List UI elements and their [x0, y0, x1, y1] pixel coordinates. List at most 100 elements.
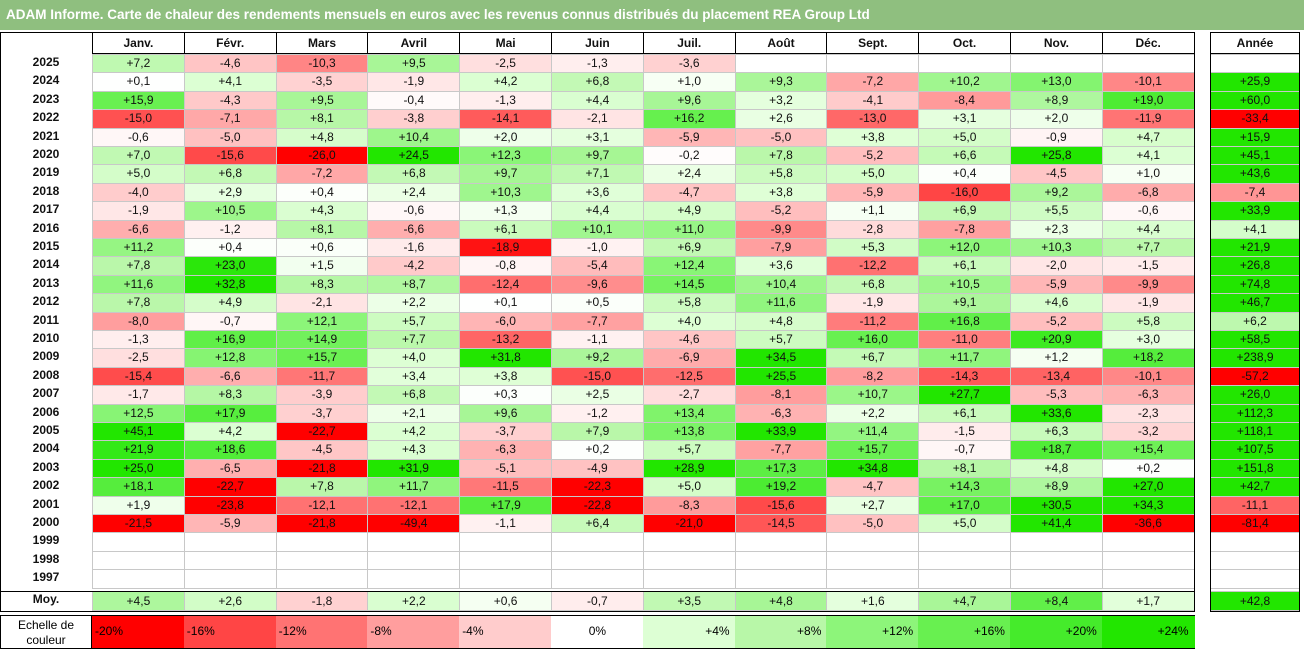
heatmap-cell: +1,9: [92, 495, 185, 515]
heatmap-cell: -21,0: [642, 514, 736, 534]
year-label: 2005: [32, 423, 60, 437]
heatmap-cell: +0,1: [459, 293, 552, 313]
heatmap-cell: +12,3: [459, 146, 552, 166]
heatmap-cell: -1,9: [1101, 293, 1195, 313]
heatmap-cell: [183, 550, 277, 571]
heatmap-cell: +5,7: [642, 440, 736, 460]
annual-cell: -11,1: [1210, 495, 1300, 515]
heatmap-cell: +2,1: [367, 403, 461, 423]
color-scale-step: +20%: [1010, 615, 1103, 649]
heatmap-cell: +20,9: [1010, 330, 1103, 350]
color-scale-step: -8%: [367, 615, 461, 649]
heatmap-cell: +10,5: [183, 201, 277, 221]
heatmap-cell: -6,3: [1101, 385, 1195, 405]
heatmap-cell: -1,1: [551, 330, 644, 350]
heatmap-cell: -0,7: [918, 440, 1011, 460]
average-cell: +1,7: [1101, 590, 1195, 611]
heatmap-cell: +7,8: [275, 477, 369, 497]
heatmap-cell: [1010, 550, 1103, 571]
heatmap-cell: +18,2: [1101, 348, 1195, 368]
heatmap-cell: -11,0: [918, 330, 1011, 350]
average-cell: +4,5: [92, 590, 185, 611]
heatmap-cell: [1010, 532, 1103, 552]
average-cell: -0,7: [551, 590, 644, 611]
heatmap-cell: +7,8: [92, 293, 185, 313]
color-scale-step: +16%: [918, 615, 1011, 649]
heatmap-cell: +9,3: [734, 72, 828, 92]
heatmap-cell: -7,9: [734, 238, 828, 258]
heatmap-cell: +4,4: [551, 90, 644, 111]
heatmap-cell: -3,8: [367, 109, 461, 129]
heatmap-cell: -2,1: [551, 109, 644, 129]
annual-cell: [1210, 54, 1300, 74]
heatmap-cell: -1,1: [459, 514, 552, 534]
average-cell: +1,6: [826, 590, 920, 611]
annual-cell: +107,5: [1210, 440, 1300, 460]
average-annual-cell: +42,8: [1210, 590, 1300, 611]
heatmap-cell: +5,7: [734, 330, 828, 350]
year-label: 2014: [32, 257, 60, 272]
heatmap-cell: -1,9: [92, 201, 185, 221]
heatmap-cell: +4,4: [551, 201, 644, 221]
heatmap-cell: -8,3: [642, 495, 736, 515]
heatmap-cell: -1,0: [551, 238, 644, 258]
heatmap-cell: -1,3: [92, 330, 185, 350]
month-header: Oct.: [918, 32, 1011, 54]
heatmap-cell: +0,4: [183, 238, 277, 258]
year-label: 2009: [32, 349, 60, 364]
heatmap-cell: -4,5: [1010, 164, 1103, 184]
heatmap-cell: +3,8: [459, 366, 552, 387]
color-scale-step: -20%: [92, 615, 185, 649]
year-label: 2010: [32, 331, 60, 345]
annual-cell: +21,9: [1210, 238, 1300, 258]
heatmap-cell: -5,3: [1010, 385, 1103, 405]
heatmap-cell: -0,4: [367, 90, 461, 111]
heatmap-cell: +5,8: [1101, 311, 1195, 331]
month-header: Avril: [367, 32, 461, 54]
heatmap-cell: +8,1: [275, 109, 369, 129]
year-label: 2017: [32, 202, 60, 217]
heatmap-cell: -1,3: [459, 90, 552, 111]
heatmap-cell: -8,1: [734, 385, 828, 405]
annual-cell: +26,0: [1210, 385, 1300, 405]
heatmap-cell: -14,1: [459, 109, 552, 129]
heatmap-cell: -0,8: [459, 256, 552, 276]
heatmap-cell: [642, 569, 736, 589]
annual-cell: +4,1: [1210, 219, 1300, 239]
heatmap-cell: +1,1: [826, 201, 920, 221]
heatmap-cell: -4,6: [183, 54, 277, 74]
heatmap-cell: +7,8: [92, 256, 185, 276]
heatmap-cell: +17,0: [918, 495, 1011, 515]
heatmap-cell: -2,5: [92, 348, 185, 368]
heatmap-cell: -10,1: [1101, 72, 1195, 92]
annual-cell: +6,2: [1210, 311, 1300, 331]
heatmap-cell: +2,2: [826, 403, 920, 423]
heatmap-cell: +6,9: [642, 238, 736, 258]
heatmap-cell: +5,0: [642, 477, 736, 497]
heatmap-cell: +17,9: [459, 495, 552, 515]
heatmap-cell: +10,3: [1010, 238, 1103, 258]
heatmap-cell: +27,7: [918, 385, 1011, 405]
color-scale-step: +24%: [1101, 615, 1195, 649]
heatmap-cell: +7,0: [92, 146, 185, 166]
heatmap-cell: +6,8: [551, 72, 644, 92]
heatmap-cell: -22,7: [183, 477, 277, 497]
heatmap-cell: +30,5: [1010, 495, 1103, 515]
heatmap-cell: +2,2: [367, 293, 461, 313]
heatmap-cell: -15,6: [183, 146, 277, 166]
year-label: 2011: [32, 312, 60, 327]
heatmap-cell: +41,4: [1010, 514, 1103, 534]
heatmap-cell: +3,4: [367, 366, 461, 387]
heatmap-cell: [92, 569, 185, 589]
year-label: 2021: [32, 128, 60, 143]
heatmap-cell: +4,6: [1010, 293, 1103, 313]
heatmap-cell: +5,0: [92, 164, 185, 184]
heatmap-cell: -11,2: [826, 311, 920, 331]
heatmap-cell: [918, 532, 1011, 552]
heatmap-cell: -2,1: [275, 293, 369, 313]
heatmap-cell: -23,8: [183, 495, 277, 515]
heatmap-cell: -0,9: [1010, 127, 1103, 147]
annual-cell: +58,5: [1210, 330, 1300, 350]
heatmap-cell: +12,8: [183, 348, 277, 368]
heatmap-cell: +11,2: [92, 238, 185, 258]
